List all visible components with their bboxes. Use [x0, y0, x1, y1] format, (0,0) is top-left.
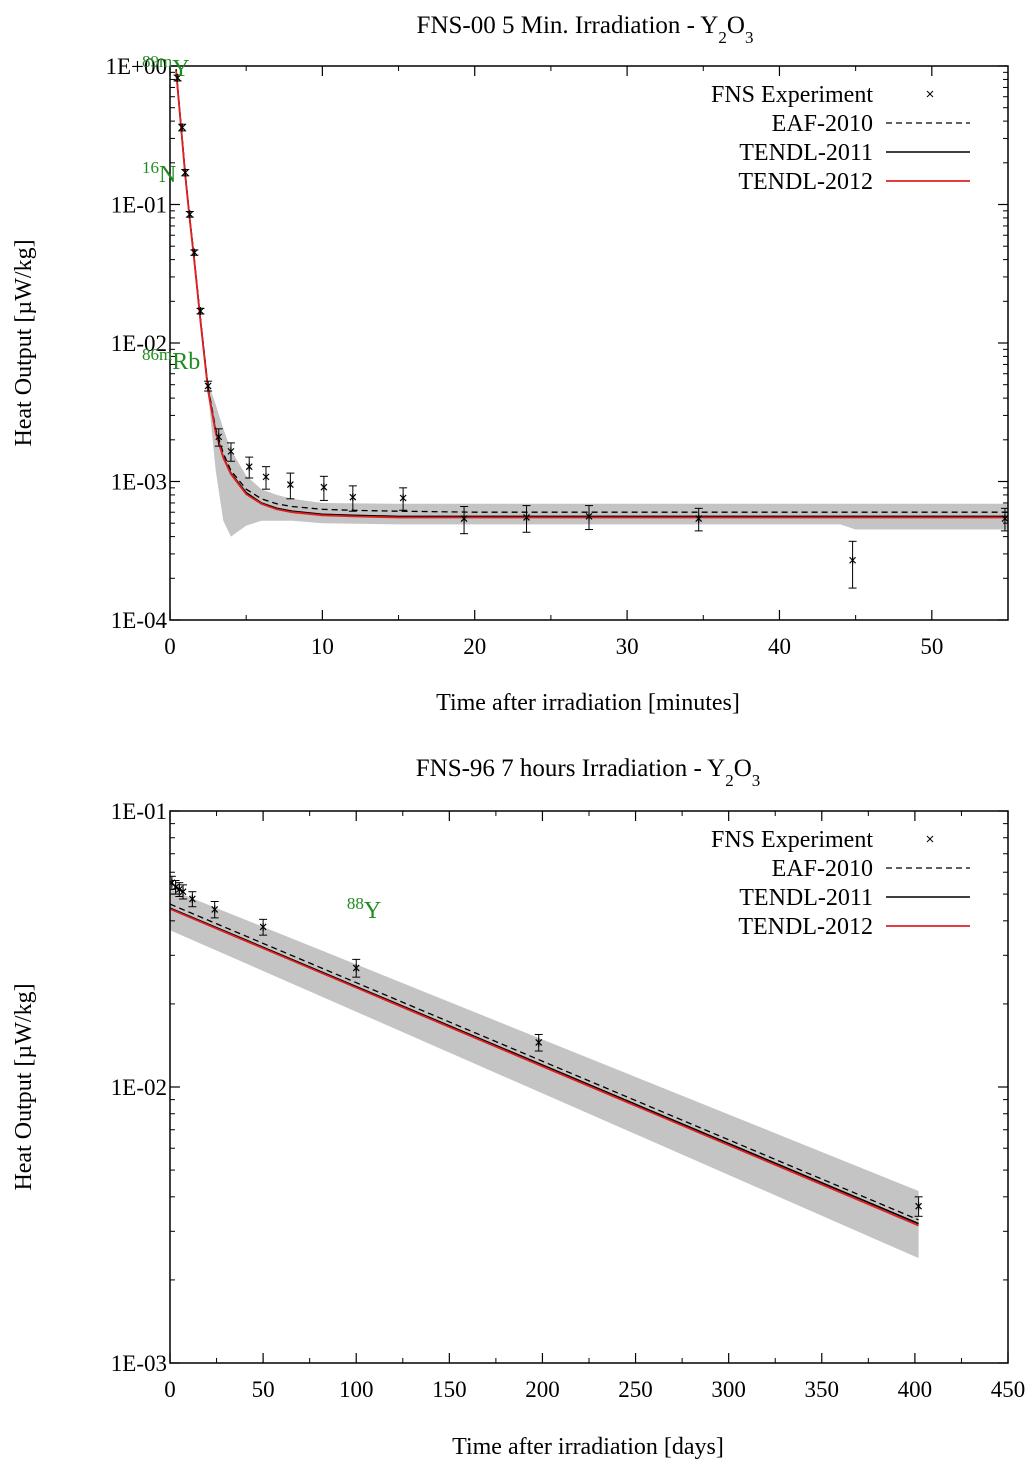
- chart-2-y-tick-label: 1E-02: [111, 1075, 167, 1100]
- chart-2-x-tick-label: 450: [991, 1377, 1026, 1402]
- chart-1-x-tick-label: 50: [920, 634, 943, 659]
- chart-2-x-tick-label: 250: [618, 1377, 653, 1402]
- chart-2-legend-marker: [926, 835, 934, 843]
- chart-2-y-tick-label: 1E-03: [111, 1351, 167, 1376]
- chart-2-experiment-point-7: [352, 958, 361, 978]
- chart-1-experiment-point-5: [196, 307, 205, 316]
- chart-2-experiment-point-8: [534, 1033, 543, 1052]
- chart-1-x-tick-label: 0: [164, 634, 176, 659]
- chart-1-y-tick-label: 1E-02: [111, 331, 167, 356]
- chart-2-legend-label-2: TENDL-2011: [739, 885, 873, 911]
- chart-1-experiment-point-18: [694, 507, 703, 532]
- chart-1-isotope-symbol: Y: [172, 56, 189, 82]
- chart-2-x-tick-label: 400: [898, 1377, 933, 1402]
- chart-2-x-tick-label: 150: [432, 1377, 467, 1402]
- chart-1-ylabel: Heat Output [µW/kg]: [11, 239, 37, 446]
- chart-1-isotope-label-0: 89mY: [142, 51, 190, 82]
- chart-1-isotope-mass: 16: [142, 158, 159, 177]
- chart-2-isotope-label-0: 88Y: [347, 893, 381, 924]
- chart-1-experiment-point-7: [214, 428, 223, 447]
- chart-2-xlabel: Time after irradiation [days]: [452, 1434, 724, 1460]
- chart-1-series-eaf-2010: [175, 69, 1008, 513]
- chart-1-experiment-point-12: [319, 475, 328, 501]
- chart-1-title: FNS-00 5 Min. Irradiation - Y2O3: [417, 12, 754, 47]
- chart-1-legend-label-1: EAF-2010: [772, 111, 873, 137]
- chart-2-experiment-point-9: [914, 1196, 923, 1217]
- chart-1-experiment-point-11: [286, 472, 295, 500]
- chart-1-x-tick-label: 40: [768, 634, 791, 659]
- chart-1-legend-label-2: TENDL-2011: [739, 140, 873, 166]
- chart-1-isotope-symbol: Rb: [172, 349, 200, 375]
- chart-2-x-tick-label: 50: [252, 1377, 275, 1402]
- chart-1-experiment-point-8: [226, 442, 235, 462]
- chart-1-isotope-symbol: N: [159, 162, 176, 188]
- chart-1-experiment-point-3: [185, 210, 194, 219]
- chart-1-experiment-point-4: [190, 248, 199, 257]
- chart-2-experiment-point-5: [210, 901, 219, 919]
- chart-1-isotope-label-2: 86mRb: [142, 344, 200, 375]
- chart-2-isotope-symbol: Y: [364, 898, 381, 924]
- chart-1-experiment-point-10: [261, 466, 270, 490]
- chart-1-experiment-point-17: [585, 505, 593, 531]
- chart-2-legend-label-3: TENDL-2012: [738, 914, 873, 940]
- chart-1-legend-marker: [926, 90, 934, 98]
- chart-1-experiment-point-13: [348, 485, 357, 512]
- chart-1-data-layer: [173, 66, 1008, 589]
- chart-2-experiment-point-4: [188, 891, 197, 908]
- chart-1-series-tendl-2011: [175, 70, 1008, 518]
- chart-1-x-tick-label: 30: [616, 634, 639, 659]
- chart-1-y-tick-label: 1E-03: [111, 470, 167, 495]
- chart-2-uncertainty-band: [170, 889, 919, 1259]
- chart-2-ylabel: Heat Output [µW/kg]: [11, 983, 37, 1190]
- chart-2-series-tendl-2011: [170, 907, 919, 1225]
- chart-2-x-tick-label: 300: [711, 1377, 746, 1402]
- chart-2-isotope-mass: 88: [347, 893, 364, 912]
- chart-1-uncertainty-band: [176, 66, 1008, 537]
- chart-1-experiment-point-0: [173, 73, 182, 82]
- chart-1-isotope-label-1: 16N: [142, 158, 176, 189]
- chart-2: FNS-96 7 hours Irradiation - Y2O3 Heat O…: [11, 755, 1025, 1460]
- chart-1-experiment-point-9: [245, 456, 254, 479]
- chart-1-xlabel: Time after irradiation [minutes]: [436, 690, 740, 716]
- chart-1-isotope-mass: 89m: [142, 51, 172, 70]
- chart-1-experiment-point-6: [204, 380, 213, 392]
- chart-1-experiment-point-15: [460, 505, 469, 535]
- chart-1-experiment-point-1: [178, 123, 187, 132]
- chart-2-series-eaf-2010: [170, 903, 919, 1221]
- chart-1-y-tick-label: 1E-04: [111, 608, 168, 633]
- chart-1-isotope-mass: 86m: [142, 344, 172, 363]
- chart-2-data-layer: [170, 875, 923, 1259]
- chart-1-experiment-point-16: [522, 505, 531, 533]
- chart-2-legend-label-1: EAF-2010: [772, 856, 873, 882]
- chart-1-experiment-point-2: [181, 168, 190, 177]
- chart-2-x-tick-label: 100: [339, 1377, 374, 1402]
- chart-1: FNS-00 5 Min. Irradiation - Y2O3 Heat Ou…: [11, 12, 1009, 716]
- chart-1-experiment-point-19: [848, 540, 857, 589]
- chart-2-legend-label-0: FNS Experiment: [711, 827, 873, 853]
- chart-1-series-tendl-2012: [175, 70, 1008, 519]
- chart-2-experiment-point-3: [179, 884, 188, 900]
- chart-2-x-tick-label: 200: [525, 1377, 560, 1402]
- chart-1-y-tick-label: 1E-01: [111, 193, 167, 218]
- chart-1-experiment-point-14: [399, 487, 408, 511]
- chart-1-x-tick-label: 20: [463, 634, 486, 659]
- chart-1-plot-frame: [169, 65, 1009, 621]
- chart-1-y-tick-label: 1E+00: [105, 54, 167, 79]
- chart-1-legend-label-0: FNS Experiment: [711, 82, 873, 108]
- chart-1-legend-label-3: TENDL-2012: [738, 169, 873, 195]
- chart-2-y-tick-label: 1E-01: [111, 799, 167, 824]
- chart-2-experiment-point-6: [259, 918, 268, 936]
- chart-2-title: FNS-96 7 hours Irradiation - Y2O3: [416, 755, 761, 790]
- chart-2-series-tendl-2012: [170, 908, 919, 1227]
- chart-2-x-tick-label: 0: [164, 1377, 176, 1402]
- chart-2-x-tick-label: 350: [805, 1377, 840, 1402]
- chart-1-x-tick-label: 10: [311, 634, 334, 659]
